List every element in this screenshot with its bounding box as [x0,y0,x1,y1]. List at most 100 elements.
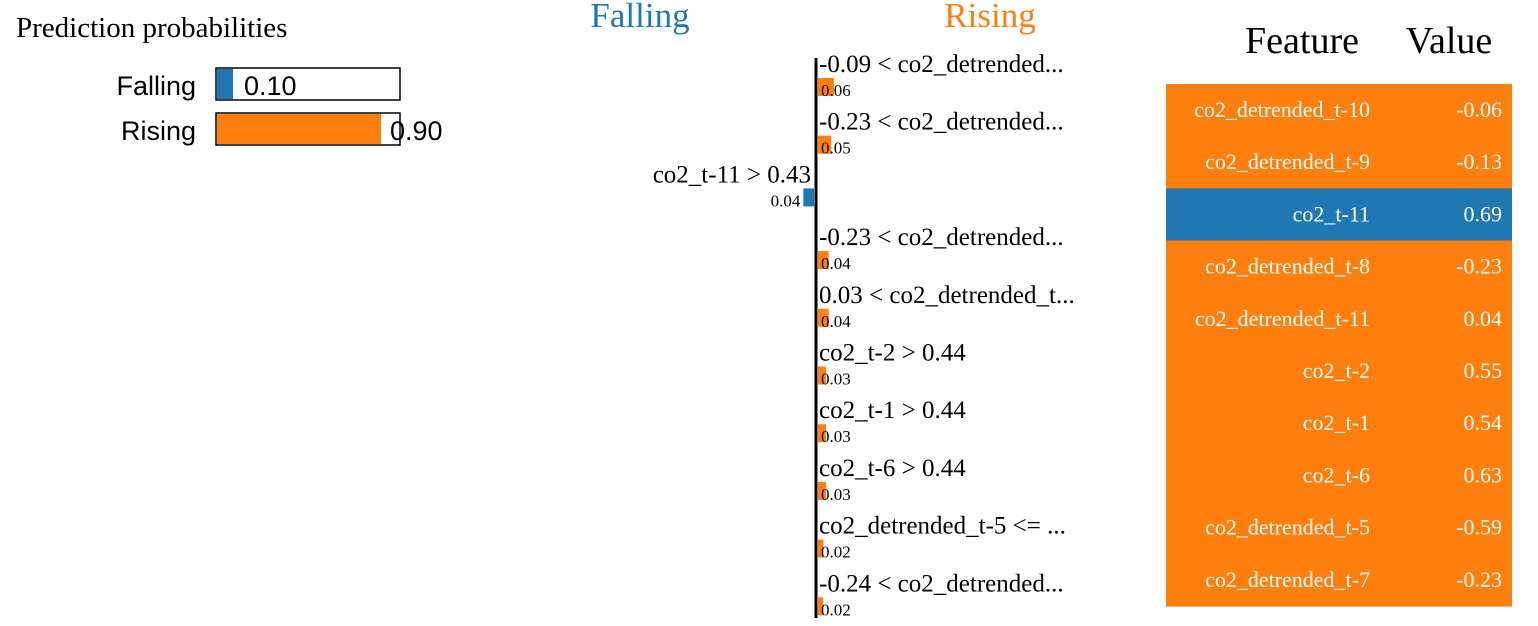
contribution-row: -0.23 < co2_detrended... 0.05 [818,109,1064,158]
table-row-background [1166,501,1512,555]
probability-row: Rising 0.90 [121,112,443,146]
table-row: co2_detrended_t-7 -0.23 [1166,553,1512,607]
table-cell-value: 0.69 [1464,201,1503,226]
contribution-row: co2_t-1 > 0.44 0.03 [818,397,966,446]
table-row-background [1166,240,1512,294]
table-row-background [1166,136,1512,189]
contribution-value-label: 0.04 [821,312,851,331]
table-cell-value: -0.13 [1456,149,1502,174]
table-row: co2_detrended_t-11 0.04 [1166,292,1512,346]
table-row: co2_t-11 0.69 [1166,188,1512,242]
table-row: co2_t-1 0.54 [1166,397,1512,450]
table-cell-value: -0.23 [1456,567,1502,592]
table-row-background [1166,345,1512,398]
contribution-row: co2_detrended_t-5 <= ... 0.02 [818,513,1066,562]
contribution-value-label: 0.04 [821,254,851,273]
contribution-row: -0.23 < co2_detrended... 0.04 [818,224,1064,273]
probability-value-label: 0.10 [244,71,297,101]
table-cell-feature: co2_t-1 [1303,410,1370,435]
table-row-background [1166,449,1512,503]
contribution-value-label: 0.05 [821,139,851,158]
table-row: co2_detrended_t-10 -0.06 [1166,84,1512,137]
condition-label: co2_detrended_t-5 <= ... [819,513,1066,540]
prediction-probabilities-bars: Falling 0.10 Rising 0.90 [116,67,443,146]
contribution-row: -0.24 < co2_detrended... 0.02 [818,570,1064,619]
contribution-bar [818,481,826,500]
table-cell-value: -0.06 [1456,97,1502,122]
contribution-value-label: 0.03 [821,370,851,389]
probability-value-label: 0.90 [390,116,443,146]
table-cell-feature: co2_detrended_t-11 [1195,306,1370,331]
contribution-value-label: 0.03 [821,427,851,446]
table-cell-feature: co2_t-2 [1303,358,1370,383]
contribution-bar [818,251,829,270]
table-cell-feature: co2_detrended_t-8 [1205,254,1370,279]
probability-bar-frame [215,67,401,101]
probability-class-label: Falling [116,71,196,101]
table-header-value: Value [1406,20,1493,62]
prediction-probabilities-title: Prediction probabilities [16,12,287,44]
table-row-background [1166,84,1512,137]
table-row: co2_t-2 0.55 [1166,345,1512,398]
feature-contribution-panel: Falling Rising -0.09 < co2_detrended... 0… [590,0,1074,619]
feature-value-table: Feature Value co2_detrended_t-10 -0.06co2… [1166,20,1512,607]
contribution-bar [818,135,832,154]
table-cell-value: 0.04 [1464,306,1503,331]
contribution-value-label: 0.02 [821,600,851,619]
probability-bar [217,69,233,99]
table-cell-value: 0.63 [1464,462,1503,487]
contribution-value-label: 0.06 [821,81,851,100]
condition-label: -0.23 < co2_detrended... [819,224,1064,251]
table-cell-feature: co2_detrended_t-10 [1194,97,1370,122]
table-row-background [1166,553,1512,607]
condition-label: 0.03 < co2_detrended_t... [819,282,1075,309]
contribution-row: co2_t-2 > 0.44 0.03 [818,340,966,389]
prediction-probabilities-panel: Prediction probabilities Falling 0.10 Risi… [16,12,443,146]
contribution-row: 0.03 < co2_detrended_t... 0.04 [818,282,1075,331]
contribution-bar [818,539,824,558]
table-header-feature: Feature [1245,20,1359,62]
contribution-bar [818,78,834,96]
table-row-background [1166,397,1512,450]
contribution-bar [818,597,824,616]
contribution-bar [818,308,829,327]
table-cell-value: 0.55 [1464,358,1503,383]
table-row: co2_detrended_t-8 -0.23 [1166,240,1512,294]
condition-label: -0.24 < co2_detrended... [819,570,1064,597]
table-row: co2_t-6 0.63 [1166,449,1512,503]
table-rows: co2_detrended_t-10 -0.06 co2_detrended_t-9… [1166,84,1512,607]
condition-label: co2_t-11 > 0.43 [653,161,811,188]
table-cell-value: 0.54 [1464,410,1503,435]
positive-class-label: Rising [944,0,1035,35]
contribution-value-label: 0.03 [821,485,851,504]
table-cell-feature: co2_detrended_t-5 [1205,515,1370,540]
contribution-value-label: 0.04 [771,191,801,210]
table-row: co2_detrended_t-5 -0.59 [1166,501,1512,555]
table-row-background [1166,292,1512,346]
contribution-bars: -0.09 < co2_detrended... 0.06 -0.23 < co2_… [653,51,1075,619]
probability-bar [217,114,381,144]
probability-class-label: Rising [121,116,196,146]
table-row: co2_detrended_t-9 -0.13 [1166,136,1512,189]
probability-row: Falling 0.10 [116,67,401,101]
condition-label: -0.23 < co2_detrended... [819,109,1064,136]
table-cell-value: -0.23 [1456,254,1502,279]
condition-label: -0.09 < co2_detrended... [819,51,1064,78]
contribution-bar [818,366,826,385]
contribution-value-label: 0.02 [821,543,851,562]
table-row-background [1166,188,1512,242]
condition-label: co2_t-1 > 0.44 [819,397,966,424]
contribution-row: co2_t-6 > 0.44 0.03 [818,455,966,504]
negative-class-label: Falling [590,0,689,35]
contribution-row: co2_t-11 > 0.43 0.04 [653,161,814,210]
condition-label: co2_t-2 > 0.44 [819,340,966,367]
condition-label: co2_t-6 > 0.44 [819,455,966,482]
table-cell-value: -0.59 [1456,515,1502,540]
table-cell-feature: co2_t-11 [1293,201,1370,226]
table-cell-feature: co2_detrended_t-9 [1205,149,1370,174]
contribution-bar [803,188,814,207]
contribution-bar [818,424,826,443]
table-cell-feature: co2_detrended_t-7 [1205,567,1370,592]
